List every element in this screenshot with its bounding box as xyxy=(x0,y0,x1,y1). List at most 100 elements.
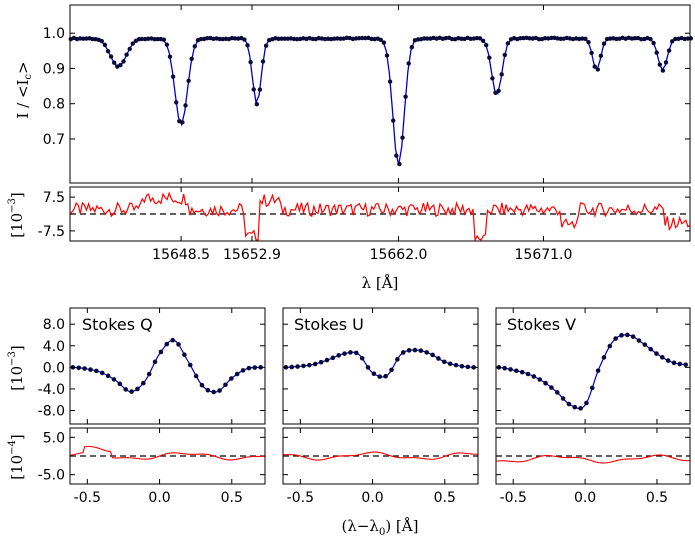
stokes-data-point xyxy=(223,382,228,388)
intensity-data-point xyxy=(496,88,501,94)
intensity-data-point xyxy=(387,79,393,84)
stokes-data-point xyxy=(630,334,636,339)
intensity-data-point xyxy=(99,38,105,44)
stokes-data-point xyxy=(502,365,508,371)
stokes-data-point xyxy=(377,374,383,379)
intensity-data-point xyxy=(183,103,188,108)
stokes-data-point xyxy=(572,404,578,410)
intensity-data-point xyxy=(263,43,269,48)
intensity-data-point xyxy=(198,36,204,42)
intensity-data-point xyxy=(391,118,396,123)
intensity-data-point xyxy=(121,59,126,64)
intensity-data-point xyxy=(139,36,145,42)
stokes-data-point xyxy=(205,387,211,393)
stokes-y-tick-label: 8.0 xyxy=(43,317,65,333)
stokes-data-point xyxy=(217,388,222,393)
intensity-data-point xyxy=(406,61,411,66)
intensity-data-point xyxy=(344,35,349,41)
intensity-data-point xyxy=(360,35,365,41)
intensity-data-point xyxy=(186,78,191,83)
intensity-data-point xyxy=(332,36,337,41)
intensity-data-point xyxy=(425,36,430,41)
stokes-data-point xyxy=(424,350,430,355)
stokes-residual-line xyxy=(495,454,691,464)
intensity-y-tick-label: 0.9 xyxy=(43,61,65,77)
stokes-data-point xyxy=(141,380,146,386)
stokes-data-point xyxy=(619,333,624,338)
intensity-data-point xyxy=(217,36,222,42)
stokes-data-point xyxy=(135,386,140,392)
stokes-data-point xyxy=(240,368,246,373)
intensity-data-point xyxy=(403,94,408,99)
stokes-data-point xyxy=(301,363,306,369)
intensity-y-tick-label: 0.7 xyxy=(43,132,65,148)
intensity-frame xyxy=(69,4,691,184)
intensity-data-point xyxy=(521,35,526,41)
stokes-data-point xyxy=(665,358,671,363)
residual-y-tick-label: -7.5 xyxy=(38,224,65,240)
stokes-fit-line xyxy=(498,334,686,410)
stokes-data-point xyxy=(537,377,543,382)
stokes-data-point xyxy=(234,371,240,377)
intensity-data-point xyxy=(279,36,284,41)
stokes-residual-x-tick-label: 0.0 xyxy=(361,490,383,506)
stokes-data-point xyxy=(383,373,388,379)
stokes-data-point xyxy=(229,376,234,381)
intensity-data-point xyxy=(598,53,604,59)
intensity-data-point xyxy=(477,36,483,41)
stokes-residual-x-tick-label: 0.5 xyxy=(646,490,668,506)
intensity-xlabel: λ [Å] xyxy=(362,274,399,292)
stokes-data-point xyxy=(252,365,258,370)
stokes-residual-x-tick-label: 0.0 xyxy=(574,490,596,506)
stokes-data-point xyxy=(514,368,519,374)
intensity-data-point xyxy=(170,74,176,79)
stokes-data-point xyxy=(607,343,613,349)
intensity-data-point xyxy=(124,52,129,57)
intensity-data-point xyxy=(549,35,554,41)
intensity-ylabel: I / <Ic> xyxy=(14,61,34,118)
stokes-data-point xyxy=(465,364,471,370)
stokes-data-point xyxy=(683,362,688,367)
intensity-data-point xyxy=(592,64,597,69)
intensity-data-point xyxy=(127,46,132,52)
stokes-data-point xyxy=(671,360,677,366)
stokes-data-point xyxy=(566,401,572,407)
intensity-data-point xyxy=(657,62,663,67)
stokes-data-point xyxy=(76,365,82,371)
stokes-data-point xyxy=(164,341,170,347)
stokes-frame xyxy=(495,307,691,425)
intensity-data-point xyxy=(499,72,504,77)
intensity-data-point xyxy=(81,36,86,41)
intensity-data-point xyxy=(409,45,415,50)
intensity-data-point xyxy=(673,36,678,42)
intensity-data-point xyxy=(422,36,427,41)
intensity-data-point xyxy=(518,35,523,41)
stokes-data-point xyxy=(549,385,554,390)
stokes-data-point xyxy=(453,362,459,368)
stokes-v-title: Stokes V xyxy=(507,315,576,334)
stokes-data-point xyxy=(625,332,630,338)
stokes-q-title: Stokes Q xyxy=(82,315,153,334)
intensity-data-point xyxy=(595,67,601,72)
stokes-data-point xyxy=(406,348,412,353)
intensity-data-point xyxy=(102,42,108,48)
stokes-data-point xyxy=(436,356,441,361)
intensity-data-point xyxy=(192,44,198,49)
intensity-data-point xyxy=(484,42,489,48)
intensity-data-point xyxy=(130,41,136,46)
stokes-data-point xyxy=(88,367,93,372)
intensity-data-point xyxy=(660,68,666,73)
stokes-residual-x-tick-label: -0.5 xyxy=(74,490,101,506)
intensity-data-point xyxy=(369,36,374,42)
stokes-data-point xyxy=(82,366,87,371)
stokes-data-point xyxy=(508,367,513,372)
intensity-data-point xyxy=(189,56,194,61)
stokes-data-point xyxy=(584,400,589,406)
stokes-data-point xyxy=(307,362,312,368)
intensity-data-point xyxy=(242,37,247,42)
stokes-residual-line xyxy=(69,445,266,461)
intensity-data-point xyxy=(282,36,287,41)
stokes-data-point xyxy=(531,374,537,379)
intensity-data-point xyxy=(260,59,266,64)
intensity-data-point xyxy=(378,37,384,43)
